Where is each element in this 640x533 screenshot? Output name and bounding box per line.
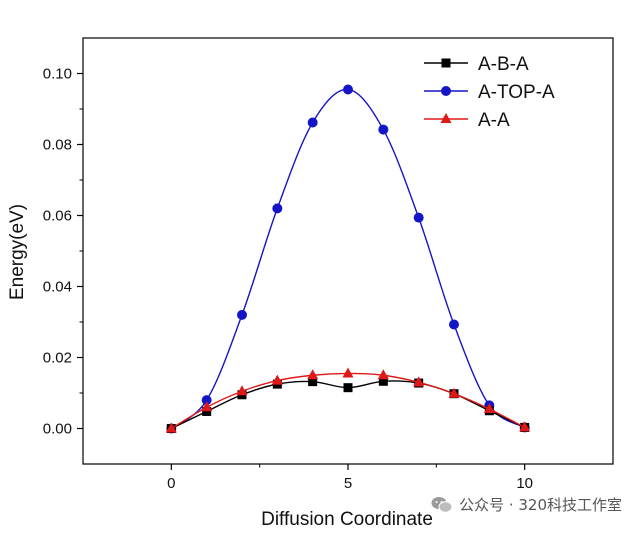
data-point bbox=[378, 376, 388, 386]
data-point bbox=[308, 377, 318, 387]
data-point bbox=[343, 84, 353, 95]
data-point bbox=[519, 421, 531, 432]
series-line bbox=[170, 372, 525, 430]
data-point bbox=[272, 203, 283, 214]
series-a-top-a bbox=[166, 84, 530, 434]
data-point bbox=[307, 117, 318, 128]
wechat-icon bbox=[431, 496, 453, 513]
data-point bbox=[413, 376, 425, 387]
y-tick-label: 0.08 bbox=[43, 137, 72, 154]
data-point bbox=[342, 367, 354, 378]
axis-ticks bbox=[77, 72, 526, 470]
data-point bbox=[201, 395, 212, 406]
data-point bbox=[202, 406, 212, 416]
x-tick-label: 5 bbox=[344, 475, 352, 492]
data-point bbox=[483, 402, 495, 413]
data-point bbox=[307, 369, 319, 380]
y-tick-label: 0.06 bbox=[43, 208, 72, 225]
watermark: 公众号 · 320科技工作室 bbox=[431, 494, 622, 515]
data-point bbox=[448, 387, 460, 398]
tick-labels: 0 5 10 0.00 0.02 0.04 0.06 0.08 0.10 bbox=[43, 66, 533, 493]
data-point bbox=[237, 309, 247, 320]
legend: A-B-A A-TOP-A A-A bbox=[424, 54, 555, 131]
data-point bbox=[271, 374, 283, 385]
data-point bbox=[165, 422, 177, 433]
legend-label: A-B-A bbox=[478, 54, 529, 75]
legend-item: A-TOP-A bbox=[424, 82, 555, 103]
legend-label: A-TOP-A bbox=[478, 82, 555, 103]
data-point bbox=[413, 212, 424, 223]
x-tick-label: 10 bbox=[516, 475, 533, 492]
series-a-b-a bbox=[166, 376, 530, 433]
legend-label: A-A bbox=[478, 110, 510, 131]
y-tick-label: 0.10 bbox=[43, 66, 72, 83]
y-axis-title: Energy(eV) bbox=[7, 204, 28, 300]
x-tick-label: 0 bbox=[167, 475, 175, 492]
x-axis-title: Diffusion Coordinate bbox=[261, 509, 433, 530]
data-point bbox=[378, 124, 389, 135]
y-tick-label: 0.04 bbox=[43, 279, 72, 296]
data-point bbox=[343, 383, 353, 393]
legend-marker bbox=[441, 58, 451, 68]
data-point bbox=[201, 401, 213, 412]
series-a-a bbox=[165, 367, 531, 433]
legend-marker bbox=[441, 86, 451, 96]
y-tick-label: 0.02 bbox=[43, 350, 72, 367]
legend-item: A-A bbox=[424, 110, 510, 131]
watermark-text: 公众号 · 320科技工作室 bbox=[459, 496, 622, 514]
series-line bbox=[170, 88, 526, 430]
data-point bbox=[449, 319, 459, 330]
legend-marker bbox=[440, 113, 452, 123]
data-point bbox=[377, 369, 389, 380]
data-point bbox=[236, 385, 248, 396]
legend-item: A-B-A bbox=[424, 54, 529, 75]
series-layer bbox=[165, 84, 531, 434]
y-tick-label: 0.00 bbox=[43, 421, 72, 438]
